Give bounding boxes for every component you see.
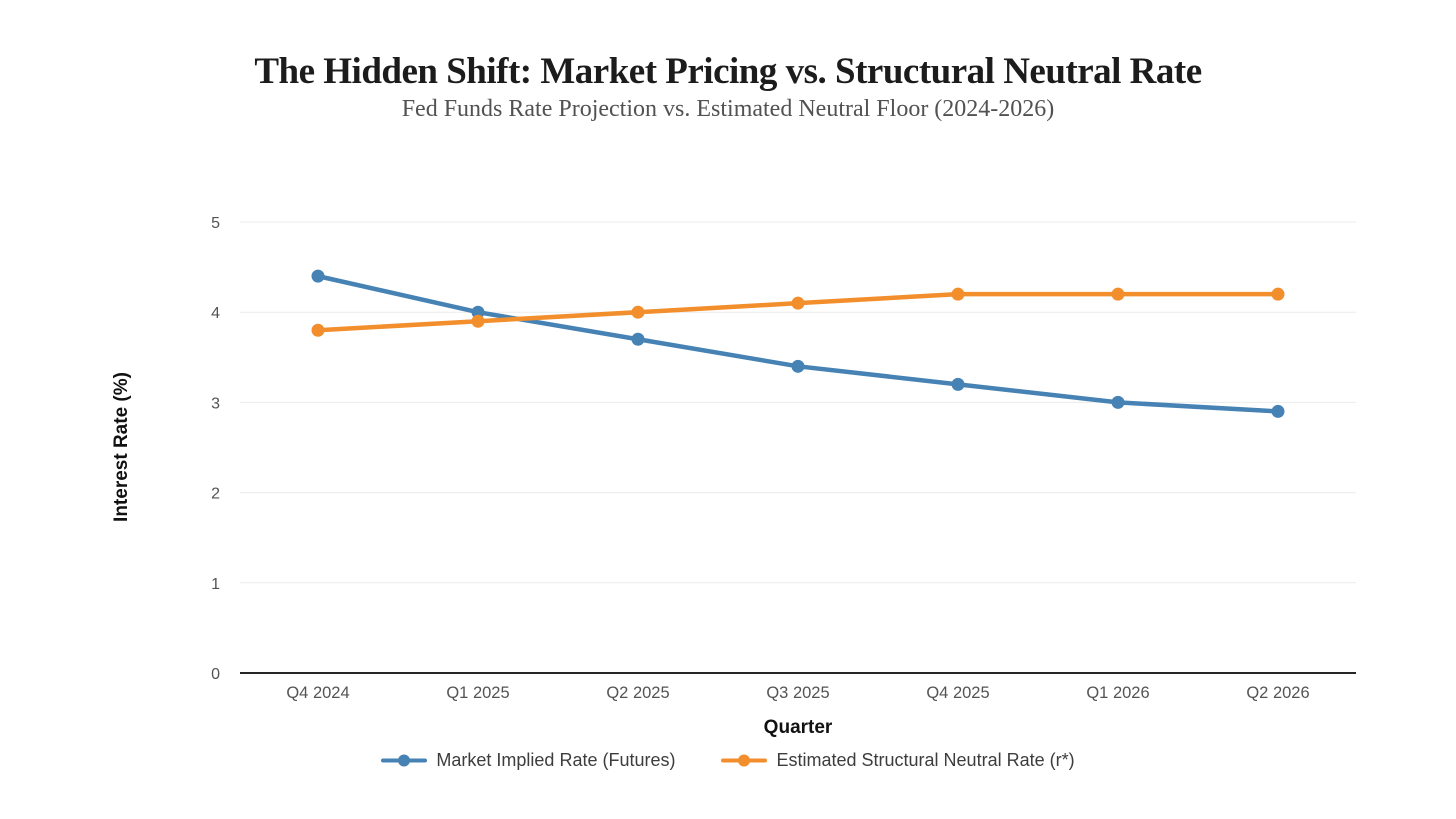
data-point — [1271, 287, 1285, 301]
y-tick-label: 2 — [211, 486, 220, 503]
legend-label: Estimated Structural Neutral Rate (r*) — [776, 750, 1075, 770]
data-point — [1111, 287, 1125, 301]
data-point — [951, 287, 965, 301]
x-tick-label: Q4 2024 — [286, 684, 349, 702]
legend-marker-icon — [381, 754, 428, 767]
data-point — [951, 377, 965, 391]
x-tick-label: Q4 2025 — [926, 684, 989, 702]
y-tick-label: 5 — [211, 215, 220, 232]
series-line-0 — [315, 273, 1281, 414]
data-point — [1271, 404, 1285, 418]
x-tick-label: Q1 2025 — [446, 684, 509, 702]
chart-subtitle: Fed Funds Rate Projection vs. Estimated … — [401, 96, 1055, 122]
y-tick-label: 3 — [211, 395, 220, 412]
data-point — [311, 269, 325, 283]
x-axis-label: Quarter — [763, 717, 833, 738]
data-point — [311, 323, 325, 337]
x-tick-label: Q2 2026 — [1246, 684, 1309, 702]
data-point — [631, 332, 645, 346]
data-point — [471, 305, 485, 319]
chart-title: The Hidden Shift: Market Pricing vs. Str… — [254, 51, 1202, 92]
x-tick-label: Q2 2025 — [606, 684, 669, 702]
legend-item: Market Implied Rate (Futures) — [381, 750, 675, 771]
y-tick-label: 4 — [211, 305, 220, 322]
data-point — [791, 359, 805, 373]
data-point — [1111, 395, 1125, 409]
y-tick-label: 0 — [211, 666, 220, 683]
legend-item: Estimated Structural Neutral Rate (r*) — [721, 750, 1075, 771]
x-tick-label: Q1 2026 — [1086, 684, 1149, 702]
legend-marker-icon — [721, 754, 768, 767]
data-point — [471, 314, 485, 328]
x-tick-label: Q3 2025 — [766, 684, 829, 702]
legend-label: Market Implied Rate (Futures) — [436, 750, 676, 770]
data-point — [791, 296, 805, 310]
data-point — [631, 305, 645, 319]
chart-legend: Market Implied Rate (Futures) Estimated S… — [0, 750, 1456, 771]
y-tick-label: 1 — [211, 576, 220, 593]
